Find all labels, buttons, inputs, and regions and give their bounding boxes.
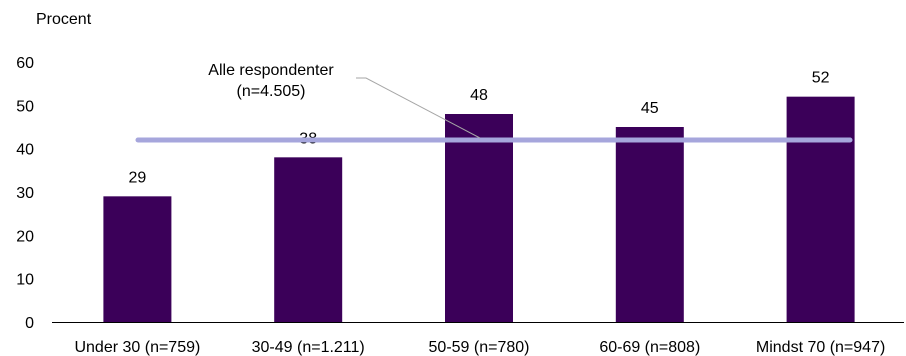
x-tick-label: 50-59 (n=780) (429, 339, 530, 356)
bar (103, 196, 172, 322)
y-tick-label: 60 (16, 55, 34, 72)
data-label: 52 (812, 70, 830, 87)
data-label: 45 (641, 100, 659, 117)
y-tick-label: 0 (25, 315, 34, 332)
y-axis-ticks: 0 10 20 30 40 50 60 (16, 55, 34, 332)
bar (445, 114, 513, 322)
bar (786, 96, 855, 323)
x-tick-label: Mindst 70 (n=947) (756, 339, 885, 356)
data-label: 29 (129, 169, 147, 186)
x-tick-label: Under 30 (n=759) (74, 339, 200, 356)
y-tick-label: 30 (16, 185, 34, 202)
x-axis-ticks: Under 30 (n=759) 30-49 (n=1.211) 50-59 (n=… (74, 339, 885, 356)
bar (615, 127, 684, 322)
x-tick-label: 60-69 (n=808) (599, 339, 700, 356)
data-label: 48 (470, 87, 488, 104)
y-tick-label: 10 (16, 272, 34, 289)
bars (103, 96, 855, 323)
y-tick-label: 20 (16, 228, 34, 245)
data-labels: 2938484552 (129, 70, 830, 187)
bar (274, 157, 343, 322)
y-axis-title: Procent (36, 11, 92, 28)
y-tick-label: 50 (16, 98, 34, 115)
x-tick-label: 30-49 (n=1.211) (252, 339, 365, 356)
reference-label-line1: Alle respondenter (208, 62, 334, 79)
reference-label-leader (356, 77, 481, 139)
y-tick-label: 40 (16, 142, 34, 159)
reference-label-line2: (n=4.505) (237, 83, 306, 100)
